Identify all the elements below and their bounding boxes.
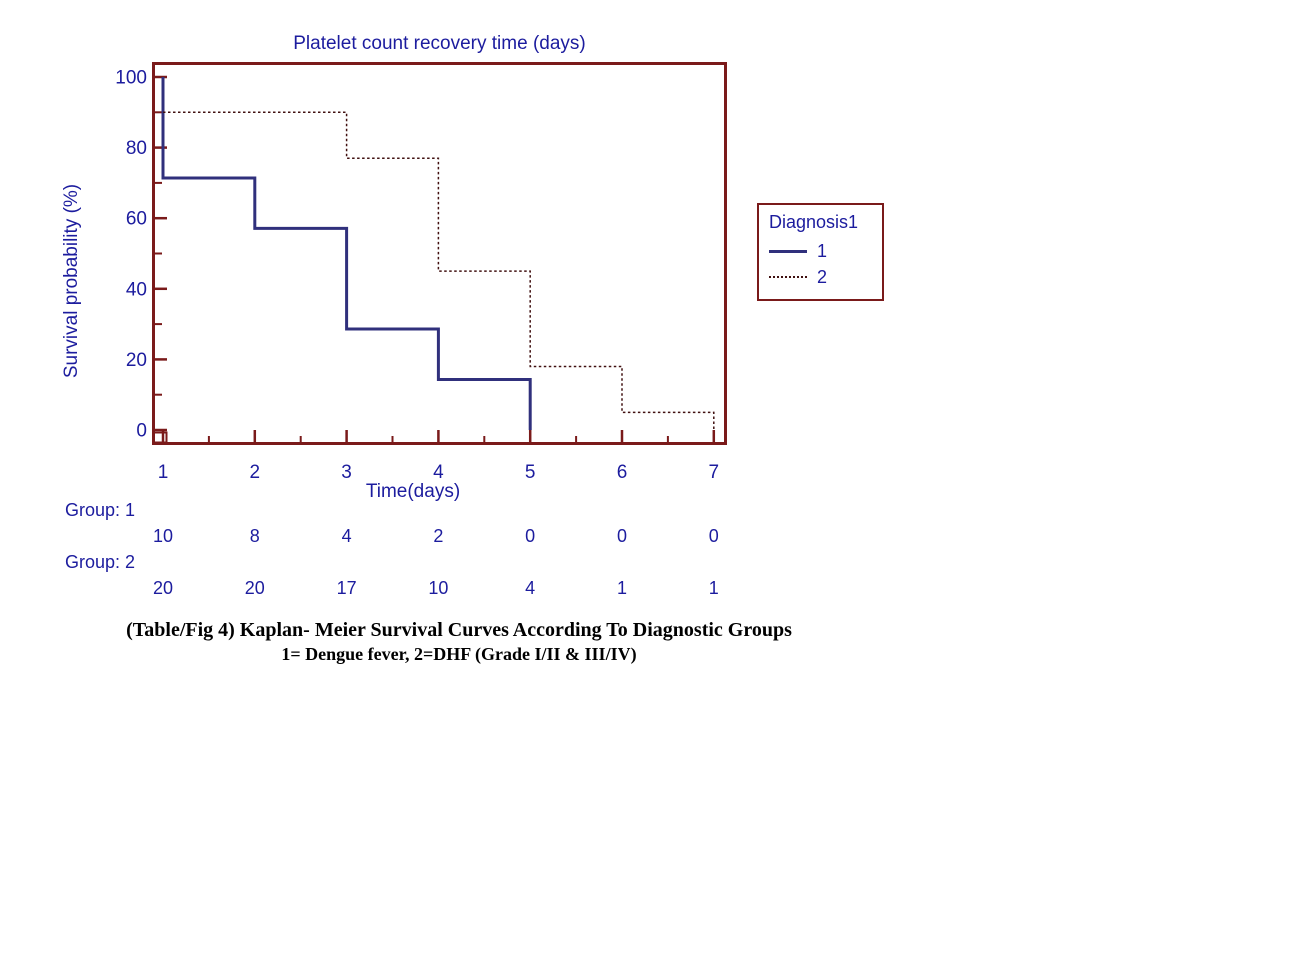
legend: Diagnosis1 1 2 — [757, 203, 884, 301]
at-risk-count: 20 — [152, 578, 174, 598]
at-risk-count: 10 — [428, 578, 449, 598]
x-tick-label: 7 — [709, 462, 720, 483]
survival-curve-group1 — [161, 77, 532, 430]
caption-line2: 1= Dengue fever, 2=DHF (Grade I/II & III… — [281, 644, 637, 664]
y-tick-label: 100 — [115, 68, 147, 89]
at-risk-count: 8 — [249, 526, 260, 546]
chart-title: Platelet count recovery time (days) — [293, 33, 586, 54]
at-risk-count: 1 — [708, 578, 719, 598]
legend-entry-group2: 2 — [769, 264, 882, 290]
dotted-line-sample-icon — [769, 276, 807, 278]
x-tick-label: 3 — [341, 462, 352, 483]
y-tick-label: 60 — [126, 209, 147, 230]
legend-title: Diagnosis1 — [769, 212, 859, 232]
at-risk-group2-label: Group: 2 — [65, 552, 136, 572]
y-tick-label: 80 — [126, 138, 147, 159]
x-tick-label: 4 — [433, 462, 444, 483]
plot-frame — [152, 62, 727, 445]
x-tick-label: 1 — [158, 462, 169, 483]
at-risk-count: 10 — [152, 526, 174, 546]
y-tick-label: 40 — [126, 279, 147, 300]
km-plot-svg: 0 20 40 60 80 100 1 2 3 4 5 6 7 — [115, 62, 727, 483]
at-risk-count: 0 — [708, 526, 719, 546]
at-risk-group1-label: Group: 1 — [65, 500, 136, 520]
y-tick-label: 20 — [126, 350, 147, 371]
at-risk-count: 2 — [433, 526, 444, 546]
at-risk-count: 0 — [525, 526, 536, 546]
x-tick-label: 5 — [525, 462, 536, 483]
at-risk-count: 20 — [244, 578, 265, 598]
origin-notch — [153, 431, 168, 444]
x-tick-label: 2 — [250, 462, 261, 483]
at-risk-count: 0 — [616, 526, 627, 546]
y-tick-label: 0 — [136, 421, 147, 442]
x-axis-title: Time(days) — [365, 481, 461, 502]
caption-line1: (Table/Fig 4) Kaplan- Meier Survival Cur… — [126, 619, 792, 641]
legend-entry-label: 1 — [817, 240, 828, 261]
legend-entry-label: 2 — [817, 266, 828, 287]
solid-line-sample-icon — [769, 249, 807, 253]
figure-caption: (Table/Fig 4) Kaplan- Meier Survival Cur… — [0, 618, 918, 666]
at-risk-count: 4 — [341, 526, 352, 546]
at-risk-count: 4 — [525, 578, 536, 598]
at-risk-count: 17 — [336, 578, 357, 598]
x-tick-label: 6 — [617, 462, 628, 483]
survival-curve-group2 — [163, 111, 715, 430]
legend-entry-group1: 1 — [769, 238, 882, 264]
at-risk-count: 1 — [616, 578, 627, 598]
